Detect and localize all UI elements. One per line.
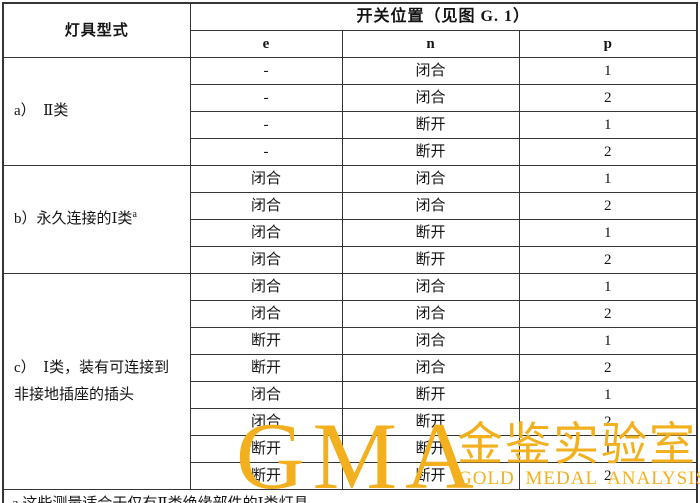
cell-n: 闭合 [341,165,520,193]
cell-n: 断开 [341,219,520,247]
cell-p: 2 [518,138,698,166]
cell-e: - [189,111,343,139]
group-label-a: a） Ⅱ类 [2,57,191,166]
cell-n: 断开 [341,462,520,490]
table-row: c） Ⅰ类，装有可连接到非接地插座的插头 闭合 闭合 1 [2,273,698,490]
switch-position-header: 开关位置（见图 G. 1） [189,2,698,31]
cell-e: - [189,57,343,85]
group-label-c-text: c） Ⅰ类，装有可连接到非接地插座的插头 [14,360,170,403]
cell-p: 2 [518,354,698,382]
group-label-c: c） Ⅰ类，装有可连接到非接地插座的插头 [2,273,191,490]
cell-p: 2 [518,462,698,490]
cell-e: 断开 [189,327,343,355]
cell-n: 闭合 [341,192,520,220]
footnote-row: a 这些测量适合于仅有Ⅱ类绝缘部件的Ⅰ类灯具。 [2,489,698,503]
cell-p: 1 [518,111,698,139]
cell-e: 闭合 [189,246,343,274]
cell-n: 闭合 [341,57,520,85]
footnote-marker: a [132,209,137,221]
cell-n: 闭合 [341,354,520,382]
cell-n: 断开 [341,408,520,436]
cell-p: 1 [518,219,698,247]
cell-e: 闭合 [189,192,343,220]
col-header-e: e [189,30,343,58]
table-row: 闭合 断开 1 [3,381,698,409]
cell-e: - [189,84,343,112]
cell-n: 闭合 [341,327,520,355]
footnote-text: a 这些测量适合于仅有Ⅱ类绝缘部件的Ⅰ类灯具。 [2,489,698,503]
cell-p: 1 [518,381,698,409]
cell-n: 闭合 [341,84,520,112]
cell-e: 断开 [189,354,343,382]
cell-p: 1 [518,57,698,85]
col-header-p: p [518,30,698,58]
group-label-a-text: a） Ⅱ类 [14,103,69,120]
cell-n: 断开 [341,435,520,463]
table-row: 断开 闭合 2 [3,354,698,382]
table-row: 闭合 断开 2 [3,246,698,274]
cell-n: 断开 [341,246,520,274]
group-label-b: b）永久连接的Ⅰ类a [2,165,191,274]
cell-e: 断开 [189,435,343,463]
cell-n: 断开 [341,111,520,139]
cell-e: - [189,138,343,166]
table-row: 断开 闭合 1 [3,327,698,355]
col-header-n: n [341,30,520,58]
cell-p: 2 [518,192,698,220]
table-row: - 闭合 2 [3,84,698,112]
cell-p: 1 [518,435,698,463]
cell-e: 闭合 [189,165,343,193]
cell-e: 闭合 [189,408,343,436]
cell-e: 闭合 [189,300,343,328]
lamp-type-header: 灯具型式 [2,2,191,58]
cell-e: 闭合 [189,273,343,301]
cell-p: 1 [518,165,698,193]
table-row: 断开 断开 2 [3,462,698,490]
cell-n: 断开 [341,381,520,409]
cell-p: 2 [518,246,698,274]
cell-n: 断开 [341,138,520,166]
cell-e: 闭合 [189,381,343,409]
cell-p: 1 [518,273,698,301]
table-row: 断开 断开 1 [3,435,698,463]
cell-p: 2 [518,300,698,328]
table-row: 闭合 闭合 2 [3,192,698,220]
cell-e: 断开 [189,462,343,490]
cell-p: 2 [518,84,698,112]
cell-p: 1 [518,327,698,355]
table-row: a） Ⅱ类 - 闭合 1 [2,57,698,166]
cell-n: 闭合 [341,273,520,301]
table-row: 闭合 闭合 2 [3,300,698,328]
header-row-1: 灯具型式 开关位置（见图 G. 1） [2,2,698,58]
cell-n: 闭合 [341,300,520,328]
group-label-b-text: b）永久连接的Ⅰ类 [14,211,133,228]
cell-p: 2 [518,408,698,436]
table-row: b）永久连接的Ⅰ类a 闭合 闭合 1 [2,165,698,274]
cell-e: 闭合 [189,219,343,247]
